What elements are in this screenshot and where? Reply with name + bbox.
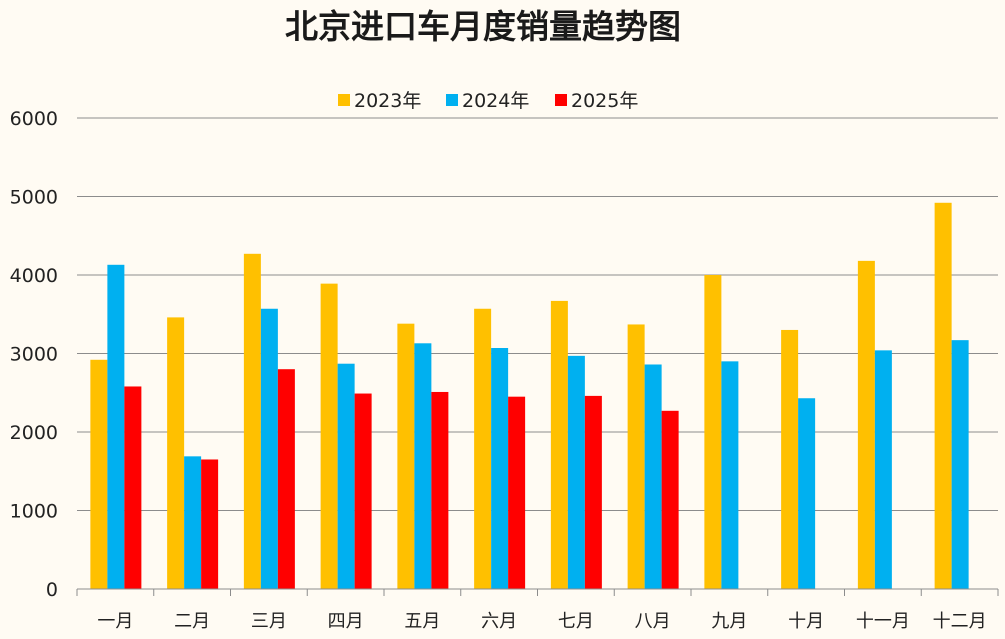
y-tick-label: 2000 [10,422,58,444]
bar-2023年-十二月 [934,202,952,589]
bar-2023年-十月 [781,329,799,589]
x-axis [76,588,999,596]
legend-swatch [555,94,567,106]
y-tick-label: 1000 [10,501,58,523]
x-tick-label: 十二月 [933,611,987,632]
x-tick-label: 八月 [635,611,671,632]
bar-2025年-八月 [661,410,679,589]
bars [90,202,969,589]
bar-2023年-四月 [320,283,338,589]
bar-2023年-九月 [704,275,722,589]
bar-2025年-三月 [277,369,295,589]
bar-2023年-七月 [550,300,568,589]
bar-2024年-四月 [337,363,355,589]
legend-swatch [338,94,350,106]
x-tick-label: 二月 [174,611,210,632]
bar-2024年-十一月 [874,350,892,589]
y-tick-label: 5000 [10,187,58,209]
y-tick-label: 6000 [10,108,58,130]
x-tick-label: 十月 [788,611,824,632]
x-tick-label: 七月 [558,611,594,632]
y-tick-label: 3000 [10,344,58,366]
bar-2025年-五月 [431,391,449,589]
bar-2025年-六月 [508,396,526,589]
y-tick-label: 4000 [10,265,58,287]
bar-2023年-八月 [627,324,645,589]
bar-2024年-七月 [567,355,585,589]
bar-2025年-二月 [201,459,219,589]
bar-2023年-三月 [243,253,261,589]
x-tick-label: 四月 [328,611,364,632]
bar-2023年-十一月 [857,260,875,589]
bar-2025年-一月 [124,386,142,589]
y-tick-label: 0 [46,579,58,601]
bar-2023年-五月 [397,323,415,589]
x-tick-label: 九月 [711,611,747,632]
legend-label: 2023年 [354,90,421,112]
legend-swatch [446,94,458,106]
y-axis-ticks: 0 1000 2000 3000 4000 5000 6000 [10,108,58,601]
bar-2023年-二月 [167,317,185,589]
bar-2024年-三月 [260,308,278,589]
bar-2025年-七月 [584,395,602,589]
bar-2023年-六月 [474,308,492,589]
bar-2024年-十二月 [951,340,969,589]
x-tick-label: 三月 [251,611,287,632]
bar-2023年-一月 [90,359,108,589]
x-tick-label: 六月 [481,611,517,632]
gridlines [77,117,998,590]
bar-2024年-一月 [107,264,125,589]
bar-2024年-十月 [798,398,816,589]
bar-2024年-九月 [721,361,739,589]
bar-2025年-四月 [354,393,372,589]
bar-2024年-六月 [491,348,509,589]
x-axis-labels: 一月 二月 三月 四月 五月 六月 七月 八月 九月 十月 十一月 十二月 [97,611,986,632]
bar-2024年-五月 [414,343,432,589]
x-tick-label: 十一月 [856,611,910,632]
legend-label: 2024年 [462,90,529,112]
bar-2024年-二月 [184,456,202,589]
legend-label: 2025年 [571,90,638,112]
chart-title: 北京进口车月度销量趋势图 [285,7,681,46]
legend: 2023年 2024年 2025年 [338,90,638,112]
bar-2024年-八月 [644,364,662,589]
x-tick-label: 一月 [97,611,133,632]
x-tick-label: 五月 [404,611,440,632]
